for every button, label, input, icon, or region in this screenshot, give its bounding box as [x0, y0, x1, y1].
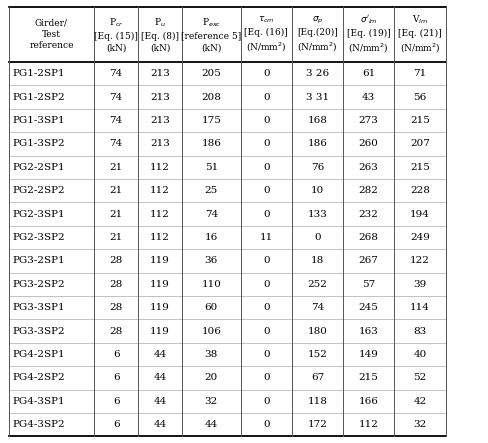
Text: 74: 74	[109, 93, 123, 101]
Text: V$_{lm}$
[Eq. (21)]
(N/mm$^{2}$): V$_{lm}$ [Eq. (21)] (N/mm$^{2}$)	[398, 14, 442, 55]
Text: 74: 74	[109, 140, 123, 148]
Text: 44: 44	[153, 373, 167, 382]
Text: 168: 168	[307, 116, 327, 125]
Text: PG3-3SP2: PG3-3SP2	[12, 326, 65, 336]
Text: 16: 16	[204, 233, 218, 242]
Text: 119: 119	[150, 326, 170, 336]
Text: 268: 268	[359, 233, 379, 242]
Text: 3 31: 3 31	[306, 93, 329, 101]
Text: 32: 32	[413, 420, 427, 429]
Text: 28: 28	[109, 280, 123, 289]
Text: 0: 0	[263, 93, 269, 101]
Text: 112: 112	[359, 420, 379, 429]
Text: PG2-2SP2: PG2-2SP2	[12, 186, 65, 195]
Text: 6: 6	[113, 397, 120, 406]
Text: 112: 112	[150, 210, 170, 218]
Text: PG1-2SP1: PG1-2SP1	[12, 69, 65, 78]
Text: 232: 232	[359, 210, 379, 218]
Text: PG3-2SP1: PG3-2SP1	[12, 256, 65, 265]
Text: 74: 74	[311, 303, 324, 312]
Text: 32: 32	[204, 397, 218, 406]
Text: 57: 57	[362, 280, 375, 289]
Text: 61: 61	[362, 69, 375, 78]
Text: 166: 166	[359, 397, 379, 406]
Text: PG2-3SP2: PG2-3SP2	[12, 233, 65, 242]
Text: 11: 11	[260, 233, 273, 242]
Text: 186: 186	[307, 140, 327, 148]
Text: 76: 76	[311, 163, 324, 172]
Text: 0: 0	[263, 397, 269, 406]
Text: 39: 39	[413, 280, 427, 289]
Text: 44: 44	[153, 397, 167, 406]
Text: 112: 112	[150, 186, 170, 195]
Text: P$_{u}$
[Eq. (8)]
(kN): P$_{u}$ [Eq. (8)] (kN)	[141, 16, 179, 52]
Text: PG1-3SP1: PG1-3SP1	[12, 116, 65, 125]
Text: 83: 83	[413, 326, 427, 336]
Text: 21: 21	[109, 210, 123, 218]
Text: 10: 10	[311, 186, 324, 195]
Text: 112: 112	[150, 163, 170, 172]
Text: 172: 172	[307, 420, 327, 429]
Text: 215: 215	[410, 116, 430, 125]
Text: P$_{cr}$
[Eq. (15)]
(kN): P$_{cr}$ [Eq. (15)] (kN)	[94, 16, 138, 52]
Text: PG4-3SP2: PG4-3SP2	[12, 420, 65, 429]
Text: 194: 194	[410, 210, 430, 218]
Text: 0: 0	[263, 140, 269, 148]
Text: 0: 0	[263, 163, 269, 172]
Text: 36: 36	[204, 256, 218, 265]
Text: 273: 273	[359, 116, 379, 125]
Text: $\sigma'_{lm}$
[Eq. (19)]
(N/mm$^{2}$): $\sigma'_{lm}$ [Eq. (19)] (N/mm$^{2}$)	[347, 14, 390, 55]
Text: PG4-2SP1: PG4-2SP1	[12, 350, 65, 359]
Text: 21: 21	[109, 186, 123, 195]
Text: 25: 25	[204, 186, 218, 195]
Text: $\tau_{cm}$
[Eq. (16)]
(N/mm$^{2}$): $\tau_{cm}$ [Eq. (16)] (N/mm$^{2}$)	[244, 15, 288, 54]
Text: 71: 71	[413, 69, 427, 78]
Text: 0: 0	[263, 280, 269, 289]
Text: 74: 74	[204, 210, 218, 218]
Text: 38: 38	[204, 350, 218, 359]
Text: 208: 208	[202, 93, 221, 101]
Text: P$_{exc}$
[reference 5]
(kN): P$_{exc}$ [reference 5] (kN)	[181, 17, 242, 52]
Text: 20: 20	[204, 373, 218, 382]
Text: 0: 0	[314, 233, 321, 242]
Text: 112: 112	[150, 233, 170, 242]
Text: 18: 18	[311, 256, 324, 265]
Text: 119: 119	[150, 280, 170, 289]
Text: 180: 180	[307, 326, 327, 336]
Text: 228: 228	[410, 186, 430, 195]
Text: 118: 118	[307, 397, 327, 406]
Text: $\sigma_{p}$
[Eq.(20)]
(N/mm$^{2}$): $\sigma_{p}$ [Eq.(20)] (N/mm$^{2}$)	[297, 15, 338, 54]
Text: 67: 67	[311, 373, 324, 382]
Text: 267: 267	[359, 256, 379, 265]
Text: 0: 0	[263, 326, 269, 336]
Text: 0: 0	[263, 116, 269, 125]
Text: 245: 245	[359, 303, 379, 312]
Text: 74: 74	[109, 116, 123, 125]
Text: 52: 52	[413, 373, 427, 382]
Text: 207: 207	[410, 140, 430, 148]
Text: 6: 6	[113, 373, 120, 382]
Text: 215: 215	[410, 163, 430, 172]
Text: 44: 44	[153, 420, 167, 429]
Text: 249: 249	[410, 233, 430, 242]
Text: Girder/
Test
reference: Girder/ Test reference	[29, 18, 74, 51]
Text: 152: 152	[307, 350, 327, 359]
Text: 40: 40	[413, 350, 427, 359]
Text: 215: 215	[359, 373, 379, 382]
Text: 0: 0	[263, 69, 269, 78]
Text: 6: 6	[113, 350, 120, 359]
Text: 163: 163	[359, 326, 379, 336]
Text: 28: 28	[109, 256, 123, 265]
Text: 21: 21	[109, 163, 123, 172]
Text: PG2-2SP1: PG2-2SP1	[12, 163, 65, 172]
Text: 44: 44	[153, 350, 167, 359]
Text: 133: 133	[307, 210, 327, 218]
Text: 28: 28	[109, 326, 123, 336]
Text: 149: 149	[359, 350, 379, 359]
Text: PG2-3SP1: PG2-3SP1	[12, 210, 65, 218]
Text: 282: 282	[359, 186, 379, 195]
Text: 106: 106	[202, 326, 221, 336]
Text: 260: 260	[359, 140, 379, 148]
Text: 42: 42	[413, 397, 427, 406]
Text: 28: 28	[109, 303, 123, 312]
